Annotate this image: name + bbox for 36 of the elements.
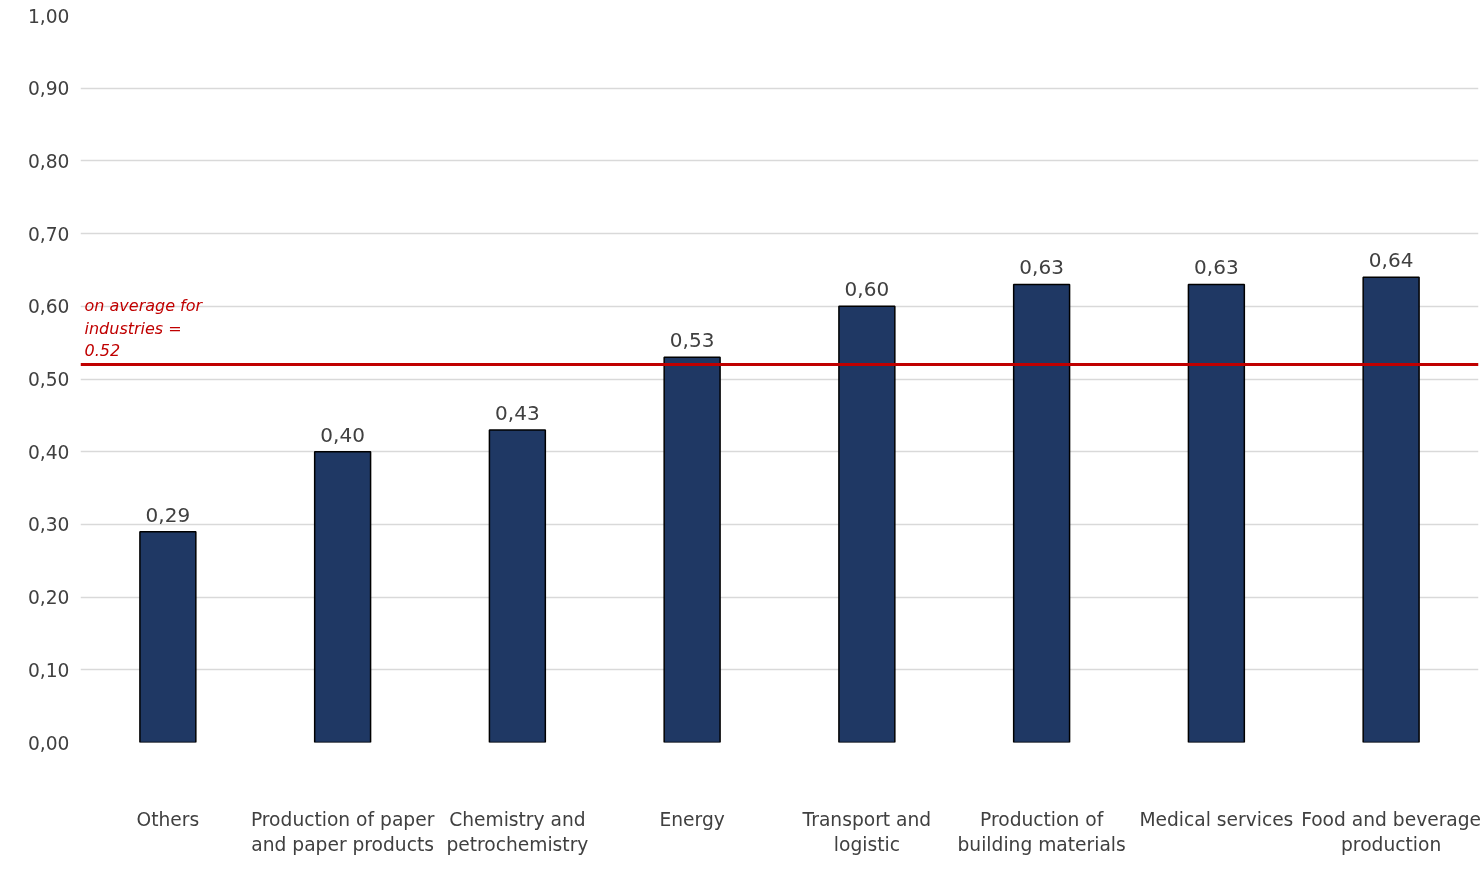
y-tick-label: 0,50 [27,369,70,390]
bar [1012,283,1071,743]
x-tick-label: Others [136,808,200,830]
data-label: 0,64 [1368,248,1414,273]
bar [838,305,896,743]
y-tick-label: 0,70 [27,223,70,245]
x-tick-label: Production of building materials [957,808,1126,855]
bar [1187,283,1246,743]
data-label: 0,63 [1019,255,1064,280]
ref-line-label: on average for industries = 0.52 [84,295,204,361]
y-tick-label: 0,00 [27,732,70,754]
data-label: 0,29 [145,502,191,527]
data-label: 0,60 [844,277,890,302]
x-tick-label: Food and beverage production [1301,808,1482,855]
y-tick-label: 0,80 [27,150,70,172]
bar [313,450,372,743]
y-tick-label: 0,20 [27,587,70,609]
y-tick-label: 1,00 [27,5,70,27]
x-tick-label: Production of paper and paper products [250,808,435,855]
y-tick-label: 0,40 [27,441,70,463]
y-tick-label: 0,10 [27,659,70,681]
x-tick-label: Chemistry and petrochemistry [446,808,589,855]
data-label: 0,53 [669,328,715,353]
x-tick-label: Medical services [1139,808,1294,830]
data-label: 0,43 [495,400,540,425]
bar [488,429,547,743]
y-tick-label: 0,30 [27,514,70,536]
data-label: 0,63 [1194,255,1239,280]
bar [663,356,721,743]
bar [1362,276,1420,743]
x-tick-label: Energy [659,808,725,830]
x-tick-label: Transport and logistic [801,808,932,855]
data-label: 0,40 [320,422,365,447]
y-tick-label: 0,90 [27,78,70,100]
y-tick-label: 0,60 [27,296,70,318]
bar [139,530,197,743]
